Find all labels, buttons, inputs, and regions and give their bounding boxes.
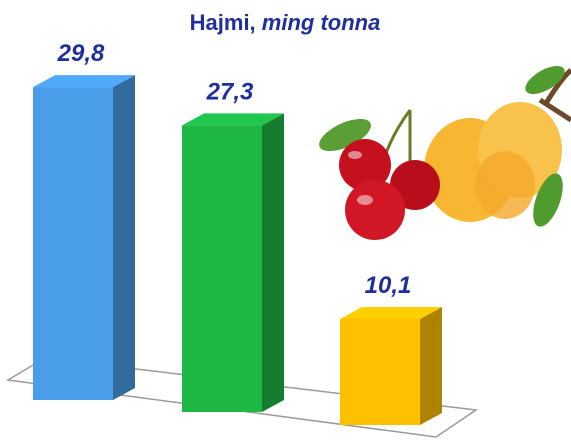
chart-title: Hajmi, ming tonna: [190, 10, 381, 35]
bar: [340, 319, 420, 425]
value-label: 10,1: [365, 272, 412, 299]
bar: [33, 87, 113, 400]
title-main: Hajmi,: [190, 10, 256, 35]
title-unit: ming tonna: [262, 10, 381, 35]
fruit-image: [315, 60, 571, 240]
chart: Hajmi, ming tonna 29,8 27,3 10,1: [0, 0, 571, 445]
bar-side: [113, 75, 135, 400]
bar-side: [262, 113, 284, 412]
bar-side: [420, 307, 442, 425]
value-label: 27,3: [206, 78, 254, 105]
bar: [182, 125, 262, 412]
value-label: 29,8: [57, 40, 105, 67]
page: {"chart_data": {"type": "bar3d", "title"…: [0, 0, 571, 445]
